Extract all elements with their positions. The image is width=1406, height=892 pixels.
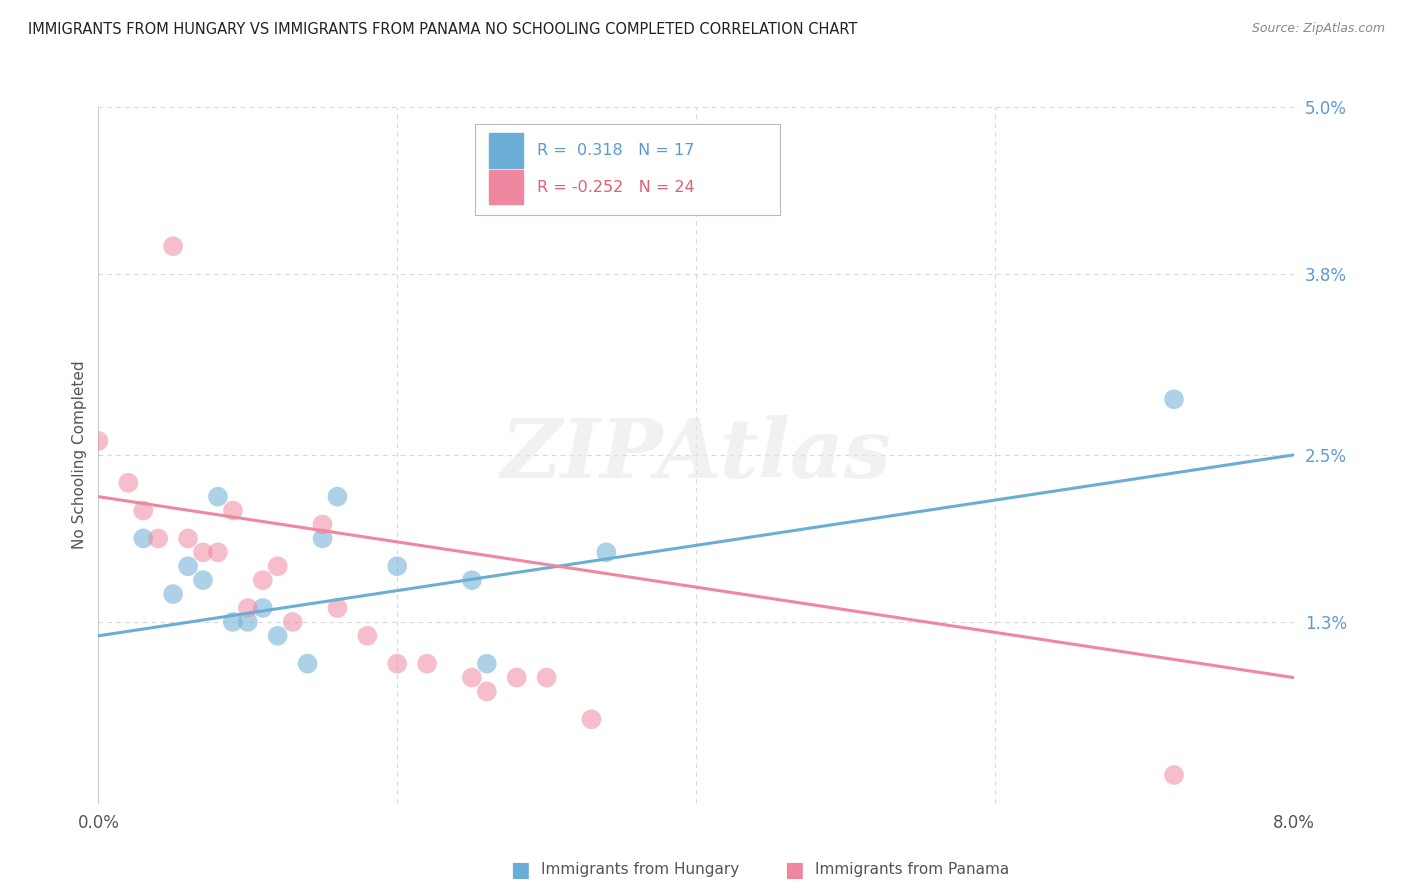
Point <box>326 490 349 504</box>
Point <box>311 532 333 546</box>
Text: Source: ZipAtlas.com: Source: ZipAtlas.com <box>1251 22 1385 36</box>
Point <box>416 657 439 671</box>
Text: R = -0.252   N = 24: R = -0.252 N = 24 <box>537 179 695 194</box>
Point <box>177 532 200 546</box>
Point <box>311 517 333 532</box>
FancyBboxPatch shape <box>475 124 779 215</box>
Point <box>207 490 229 504</box>
Point <box>326 601 349 615</box>
Point <box>132 532 155 546</box>
Point <box>267 629 290 643</box>
Point <box>297 657 319 671</box>
Text: IMMIGRANTS FROM HUNGARY VS IMMIGRANTS FROM PANAMA NO SCHOOLING COMPLETED CORRELA: IMMIGRANTS FROM HUNGARY VS IMMIGRANTS FR… <box>28 22 858 37</box>
Point <box>191 573 214 587</box>
Point <box>191 545 214 559</box>
Point <box>162 239 184 253</box>
Point <box>267 559 290 574</box>
Bar <box>489 134 523 169</box>
Point <box>1163 768 1185 782</box>
Point <box>222 503 245 517</box>
Point <box>177 559 200 574</box>
Point <box>162 587 184 601</box>
Point <box>506 671 529 685</box>
Text: ■: ■ <box>785 860 804 880</box>
Point <box>536 671 558 685</box>
Point <box>117 475 139 490</box>
Point <box>461 671 484 685</box>
Point <box>148 532 170 546</box>
Point <box>581 712 603 726</box>
Point <box>87 434 110 448</box>
Point <box>1163 392 1185 407</box>
Point <box>595 545 617 559</box>
Text: Immigrants from Panama: Immigrants from Panama <box>815 863 1010 877</box>
Point <box>385 657 409 671</box>
Text: ■: ■ <box>510 860 530 880</box>
Y-axis label: No Schooling Completed: No Schooling Completed <box>72 360 87 549</box>
Point <box>236 615 259 629</box>
Point <box>281 615 304 629</box>
Point <box>461 573 484 587</box>
Point <box>385 559 409 574</box>
Text: ZIPAtlas: ZIPAtlas <box>501 415 891 495</box>
Point <box>236 601 259 615</box>
Point <box>252 573 274 587</box>
Bar <box>489 169 523 204</box>
Point <box>207 545 229 559</box>
Point <box>132 503 155 517</box>
Text: Immigrants from Hungary: Immigrants from Hungary <box>541 863 740 877</box>
Point <box>222 615 245 629</box>
Point <box>356 629 378 643</box>
Text: R =  0.318   N = 17: R = 0.318 N = 17 <box>537 144 695 159</box>
Point <box>475 684 498 698</box>
Point <box>475 657 498 671</box>
Point <box>252 601 274 615</box>
